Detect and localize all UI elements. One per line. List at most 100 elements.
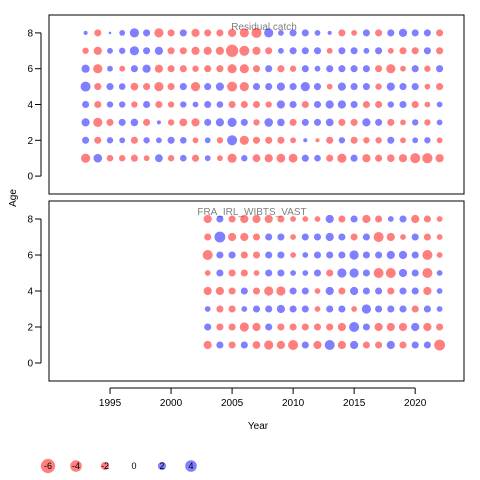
bubble-point: [313, 118, 322, 126]
bubble-point: [375, 215, 383, 223]
bubble-point: [375, 47, 383, 55]
bubble-point: [215, 82, 224, 91]
bubble-point: [386, 64, 396, 74]
bubble-point: [94, 136, 102, 144]
bubble-point: [265, 65, 273, 73]
bubble-point: [252, 65, 261, 73]
bubble-point: [313, 323, 322, 331]
bubble-point: [399, 341, 407, 349]
bubble-point: [265, 323, 273, 331]
bubble-point: [362, 118, 371, 127]
bubble-point: [277, 233, 285, 241]
bubble-point: [423, 47, 431, 55]
bubble-point: [253, 270, 260, 276]
bubble-point: [313, 100, 322, 109]
bubble-point: [252, 233, 261, 241]
bubble-point: [252, 287, 261, 295]
bubble-point: [362, 287, 370, 295]
x-axis: 1995 2000 2005 2010 2015 2020: [99, 387, 427, 409]
bubble-point: [240, 251, 248, 259]
bubble-point: [313, 47, 322, 55]
bubble-point: [154, 46, 163, 55]
bubble-point: [107, 65, 113, 72]
bubble-point: [227, 153, 237, 163]
bubble-point: [338, 47, 346, 55]
bubble-point: [290, 270, 296, 276]
bubble-point: [326, 65, 334, 73]
bubble-point: [301, 100, 309, 109]
bubble-point: [422, 267, 433, 279]
bubble-point: [252, 341, 261, 349]
bubble-point: [386, 250, 395, 260]
bubble-point: [82, 136, 90, 144]
bubble-point: [167, 101, 175, 108]
bubble-point: [387, 154, 395, 162]
bubble-point: [204, 65, 212, 73]
bubble-point: [314, 288, 321, 294]
bubble-point: [350, 340, 359, 350]
bubble-point: [387, 101, 394, 108]
bubble-point: [350, 47, 358, 55]
bubble-point: [314, 65, 321, 72]
bubble-point: [228, 341, 236, 349]
bubble-point: [278, 30, 284, 36]
bubble-point: [399, 47, 407, 55]
bubble-point: [398, 322, 408, 332]
bubble-point: [411, 29, 419, 37]
y-tick-label: 2: [27, 136, 33, 147]
bubble-point: [325, 232, 334, 242]
bubble-point: [411, 287, 419, 295]
bubble-point: [411, 251, 419, 259]
bubble-point: [203, 340, 212, 350]
bubble-point: [216, 341, 224, 349]
bubble-point: [424, 137, 431, 144]
bubble-point: [143, 47, 151, 55]
bubble-point: [338, 29, 346, 37]
bubble-point: [338, 215, 346, 223]
bubble-point: [386, 322, 395, 332]
bubble-point: [251, 27, 262, 38]
bubble-point: [326, 83, 333, 90]
bubble-point: [216, 65, 224, 73]
bubble-point: [225, 44, 239, 57]
bubble-point: [239, 64, 249, 74]
legend-label: 2: [159, 461, 164, 471]
legend-label: -4: [72, 461, 80, 471]
bubble-point: [277, 269, 285, 277]
bubble-point: [277, 215, 285, 223]
bubble-point: [314, 154, 321, 162]
bubble-point: [204, 306, 211, 312]
bubble-point: [326, 251, 334, 259]
bubble-point: [276, 100, 285, 109]
bubble-point: [203, 214, 212, 224]
bubble-point: [422, 249, 433, 261]
bubble-point: [167, 83, 175, 91]
legend: -6 -4 -2 0 2 4: [40, 458, 197, 474]
y-tick-label: 4: [27, 287, 33, 298]
bubble-point: [373, 231, 384, 243]
bubble-point: [167, 47, 175, 55]
bubble-point: [129, 46, 139, 56]
bubble-point: [106, 83, 114, 91]
bubble-point: [436, 119, 443, 126]
bubble-point: [326, 269, 334, 277]
bubble-point: [252, 136, 261, 144]
bubble-point: [325, 100, 334, 109]
bubble-point: [82, 47, 89, 54]
bubble-point: [228, 215, 236, 223]
bubble-point: [277, 136, 285, 144]
bubble-point: [253, 119, 260, 126]
bubble-point: [301, 154, 309, 162]
bubble-point: [217, 155, 223, 162]
y-tick-label: 0: [27, 172, 33, 183]
bubble-point: [278, 47, 284, 54]
bubble-point: [93, 153, 103, 163]
bubble-point: [387, 118, 395, 126]
bubble-point: [289, 100, 297, 109]
bubble-point: [302, 216, 309, 222]
bubble-point: [106, 118, 114, 126]
bubble-point: [94, 29, 102, 37]
legend-bubble: [185, 460, 197, 472]
bubble-point: [216, 251, 224, 259]
bubble-point: [179, 154, 187, 162]
